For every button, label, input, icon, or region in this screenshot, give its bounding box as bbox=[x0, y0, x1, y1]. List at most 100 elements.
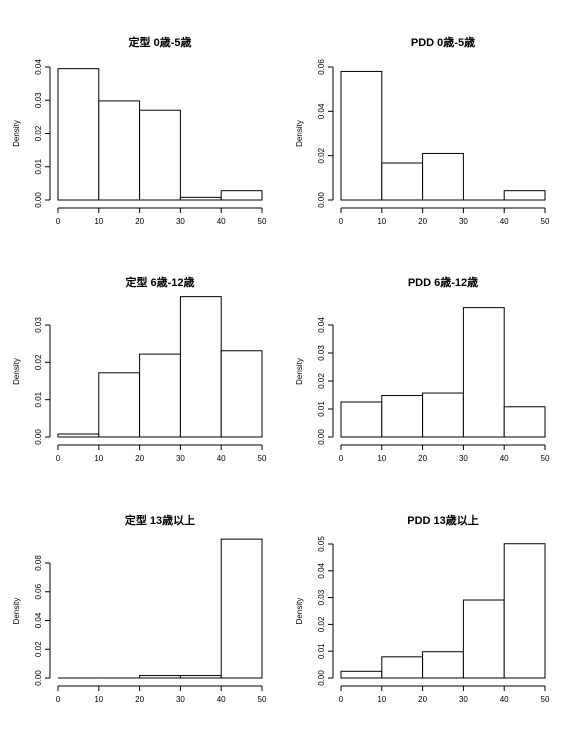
x-tick-label: 50 bbox=[258, 217, 267, 226]
histogram-bar bbox=[139, 109, 181, 201]
histogram-bar bbox=[340, 70, 383, 201]
y-tick-label: 0.01 bbox=[317, 401, 326, 417]
x-tick-label: 20 bbox=[418, 217, 427, 226]
y-axis: 0.00 0.01 0.02 0.03 0.04 bbox=[317, 317, 334, 445]
y-tick-label: 0.00 bbox=[317, 429, 326, 445]
y-axis-label: Density bbox=[295, 120, 304, 147]
histogram-panel-3: 定型 6歳-12歳 0 10 20 30 40 50 0.00 0.01 0.02 0.03 Dens… bbox=[12, 275, 267, 463]
x-tick-label: 10 bbox=[377, 695, 386, 704]
x-tick-label: 40 bbox=[217, 454, 226, 463]
x-tick-label: 30 bbox=[176, 695, 185, 704]
x-tick-label: 40 bbox=[217, 217, 226, 226]
x-tick-label: 30 bbox=[176, 454, 185, 463]
x-tick-label: 20 bbox=[135, 695, 144, 704]
y-axis-label: Density bbox=[295, 358, 304, 385]
histogram-bar bbox=[503, 190, 546, 201]
y-tick-label: 0.03 bbox=[34, 92, 43, 108]
chart-title: PDD 0歳-5歳 bbox=[411, 35, 475, 49]
x-tick-label: 30 bbox=[176, 217, 185, 226]
y-axis: 0.00 0.01 0.02 0.03 0.04 0.05 bbox=[317, 536, 334, 686]
y-tick-label: 0.08 bbox=[34, 555, 43, 571]
histogram-bar bbox=[462, 599, 505, 679]
y-axis-label: Density bbox=[295, 598, 304, 625]
y-tick-label: 0.00 bbox=[317, 192, 326, 208]
chart-title: 定型 0歳-5歳 bbox=[129, 35, 192, 49]
y-tick-label: 0.02 bbox=[34, 641, 43, 657]
y-tick-label: 0.01 bbox=[34, 158, 43, 174]
histogram-bar bbox=[381, 162, 424, 201]
x-axis: 0 10 20 30 40 50 bbox=[339, 207, 550, 226]
histogram-bar bbox=[422, 392, 464, 438]
histogram-bar bbox=[179, 296, 222, 438]
y-tick-label: 0.03 bbox=[34, 317, 43, 333]
y-tick-label: 0.02 bbox=[34, 125, 43, 141]
x-tick-label: 10 bbox=[94, 695, 103, 704]
y-axis-label: Density bbox=[12, 120, 21, 147]
y-tick-label: 0.04 bbox=[317, 562, 326, 578]
x-tick-label: 40 bbox=[500, 695, 509, 704]
histogram-bar bbox=[220, 538, 263, 679]
y-tick-label: 0.02 bbox=[34, 354, 43, 370]
x-tick-label: 0 bbox=[56, 217, 61, 226]
chart-title: PDD 13歳以上 bbox=[407, 513, 479, 527]
histogram-bar bbox=[462, 307, 505, 438]
histogram-panel-2: PDD 0歳-5歳 0 10 20 30 40 50 0.00 0.02 0.04 0.06 Dens… bbox=[295, 35, 550, 226]
histogram-bar bbox=[503, 543, 546, 679]
histogram-panel-5: 定型 13歳以上 0 10 20 30 40 50 0.00 0.02 0.04 0.06 0.08 D… bbox=[12, 513, 267, 704]
y-tick-label: 0.06 bbox=[317, 59, 326, 75]
histogram-bar bbox=[381, 656, 424, 679]
y-tick-label: 0.01 bbox=[34, 391, 43, 407]
y-tick-label: 0.05 bbox=[317, 536, 326, 552]
y-tick-label: 0.03 bbox=[317, 345, 326, 361]
x-axis: 0 10 20 30 40 50 bbox=[56, 207, 267, 226]
x-tick-label: 30 bbox=[459, 695, 468, 704]
x-tick-label: 0 bbox=[339, 217, 344, 226]
y-tick-label: 0.00 bbox=[34, 192, 43, 208]
y-tick-label: 0.04 bbox=[317, 317, 326, 333]
chart-title: 定型 13歳以上 bbox=[125, 513, 195, 527]
y-tick-label: 0.04 bbox=[34, 612, 43, 628]
y-tick-label: 0.03 bbox=[317, 589, 326, 605]
histogram-bar bbox=[381, 395, 424, 438]
x-tick-label: 30 bbox=[459, 217, 468, 226]
x-tick-label: 50 bbox=[541, 454, 550, 463]
x-tick-label: 40 bbox=[500, 217, 509, 226]
x-tick-label: 0 bbox=[339, 695, 344, 704]
x-tick-label: 0 bbox=[56, 695, 61, 704]
y-axis: 0.00 0.02 0.04 0.06 0.08 bbox=[34, 555, 51, 686]
y-axis-label: Density bbox=[12, 598, 21, 625]
y-tick-label: 0.00 bbox=[34, 670, 43, 686]
x-tick-label: 10 bbox=[377, 454, 386, 463]
y-tick-label: 0.02 bbox=[317, 147, 326, 163]
x-tick-label: 50 bbox=[541, 217, 550, 226]
histogram-bar bbox=[139, 675, 181, 679]
histogram-panel-6: PDD 13歳以上 0 10 20 30 40 50 0.00 0.01 0.02 0.03 0.04… bbox=[295, 513, 550, 704]
x-axis: 0 10 20 30 40 50 bbox=[56, 685, 267, 704]
x-tick-label: 0 bbox=[56, 454, 61, 463]
histogram-bar bbox=[220, 350, 263, 438]
x-tick-label: 30 bbox=[459, 454, 468, 463]
y-tick-label: 0.06 bbox=[34, 583, 43, 599]
y-axis: 0.00 0.01 0.02 0.03 0.04 bbox=[34, 59, 51, 208]
x-tick-label: 40 bbox=[500, 454, 509, 463]
histogram-bar bbox=[503, 406, 546, 438]
histogram-bar bbox=[179, 675, 222, 679]
x-tick-label: 10 bbox=[94, 454, 103, 463]
x-tick-label: 10 bbox=[94, 217, 103, 226]
x-tick-label: 50 bbox=[258, 454, 267, 463]
y-tick-label: 0.01 bbox=[317, 643, 326, 659]
x-tick-label: 50 bbox=[258, 695, 267, 704]
y-tick-label: 0.04 bbox=[34, 59, 43, 75]
histogram-bar bbox=[179, 196, 222, 201]
x-tick-label: 0 bbox=[339, 454, 344, 463]
histogram-bar bbox=[340, 670, 383, 679]
x-axis: 0 10 20 30 40 50 bbox=[339, 685, 550, 704]
y-axis-label: Density bbox=[12, 358, 21, 385]
histogram-bar bbox=[220, 190, 263, 201]
histogram-bar bbox=[422, 651, 464, 679]
x-axis: 0 10 20 30 40 50 bbox=[339, 444, 550, 463]
y-tick-label: 0.00 bbox=[34, 429, 43, 445]
histogram-bar bbox=[57, 68, 100, 201]
chart-title: PDD 6歳-12歳 bbox=[408, 275, 478, 289]
